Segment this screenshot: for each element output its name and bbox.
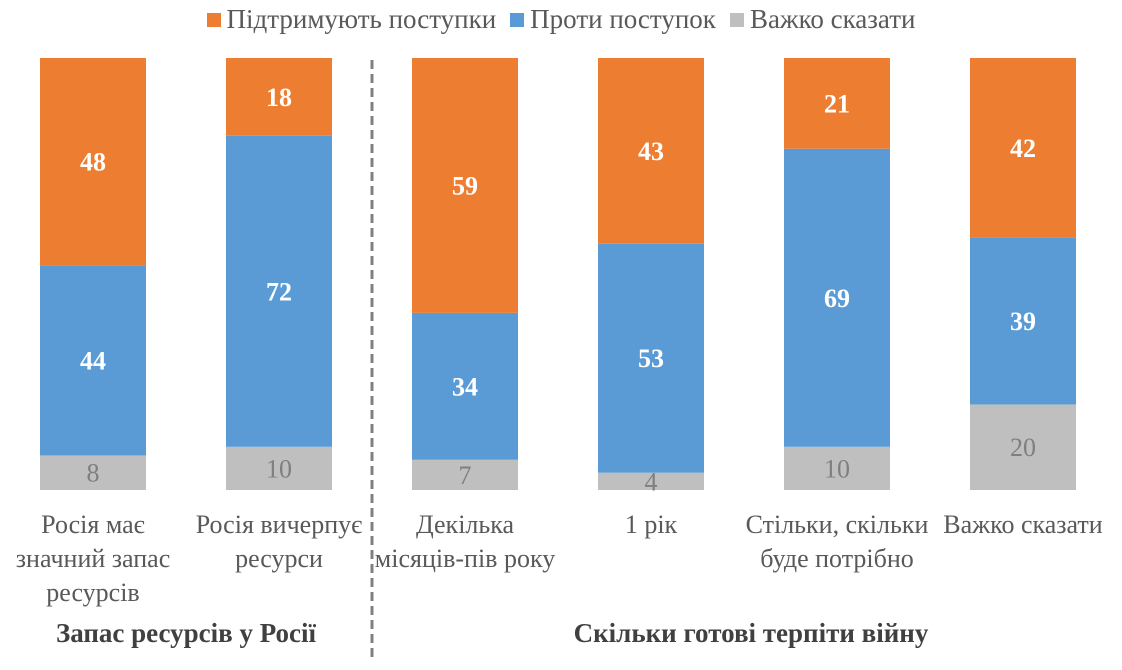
bar-segment xyxy=(40,58,146,266)
bar-segment xyxy=(784,446,890,490)
data-label: 20 xyxy=(1010,433,1036,462)
data-label: 39 xyxy=(1010,307,1036,336)
bar-segment xyxy=(226,58,332,136)
bar-segment xyxy=(970,237,1076,405)
legend-item-against: Проти поступок xyxy=(510,4,716,35)
bar-segment xyxy=(784,58,890,149)
bar-segment xyxy=(598,58,704,244)
data-label: 43 xyxy=(638,137,664,166)
data-label: 59 xyxy=(452,171,478,200)
legend: Підтримують поступки Проти поступок Важк… xyxy=(0,4,1122,35)
bar-segment xyxy=(226,135,332,447)
group-label-endurance: Скільки готові терпіти війну xyxy=(573,618,929,648)
data-label: 34 xyxy=(452,372,478,401)
data-label: 8 xyxy=(87,459,100,488)
category-label: Декілька місяців-пів року xyxy=(374,510,556,573)
data-label: 21 xyxy=(824,89,850,118)
group-label-resources: Запас ресурсів у Росії xyxy=(55,618,317,648)
legend-swatch-against xyxy=(510,12,525,27)
data-label: 42 xyxy=(1010,134,1036,163)
legend-label-against: Проти поступок xyxy=(530,4,716,34)
bar-segment xyxy=(226,446,332,490)
data-label: 69 xyxy=(824,284,850,313)
category-label: Стільки, скільки буде потрібно xyxy=(745,510,929,573)
data-label: 53 xyxy=(638,344,664,373)
category-label: Росія має значний запас ресурсів xyxy=(15,510,171,607)
data-label: 10 xyxy=(824,454,850,483)
data-label: 72 xyxy=(266,277,292,306)
category-label: Важко сказати xyxy=(943,510,1103,539)
data-label: 4 xyxy=(645,467,658,496)
data-label: 18 xyxy=(266,83,292,112)
bar-segment xyxy=(412,459,518,490)
bar-segment xyxy=(970,404,1076,490)
legend-label-support: Підтримують поступки xyxy=(226,4,497,34)
bar-segment xyxy=(412,312,518,460)
legend-swatch-hard-to-say xyxy=(729,12,744,27)
bar-segment xyxy=(598,472,704,490)
legend-item-hard-to-say: Важко сказати xyxy=(729,4,916,35)
bar-segment xyxy=(412,58,518,313)
data-label: 7 xyxy=(459,461,472,490)
category-label: Росія вичерпує ресурси xyxy=(195,510,363,573)
bar-segment xyxy=(598,243,704,473)
bar-segment xyxy=(40,265,146,456)
data-label: 48 xyxy=(80,148,106,177)
category-label: 1 рік xyxy=(624,510,678,539)
legend-item-support: Підтримують поступки xyxy=(206,4,497,35)
data-label: 10 xyxy=(266,454,292,483)
legend-swatch-support xyxy=(206,12,221,27)
bar-segment xyxy=(784,148,890,447)
data-label: 44 xyxy=(80,346,106,375)
bar-segment xyxy=(970,58,1076,238)
legend-label-hard-to-say: Важко сказати xyxy=(749,4,916,34)
bar-segment xyxy=(40,455,146,490)
